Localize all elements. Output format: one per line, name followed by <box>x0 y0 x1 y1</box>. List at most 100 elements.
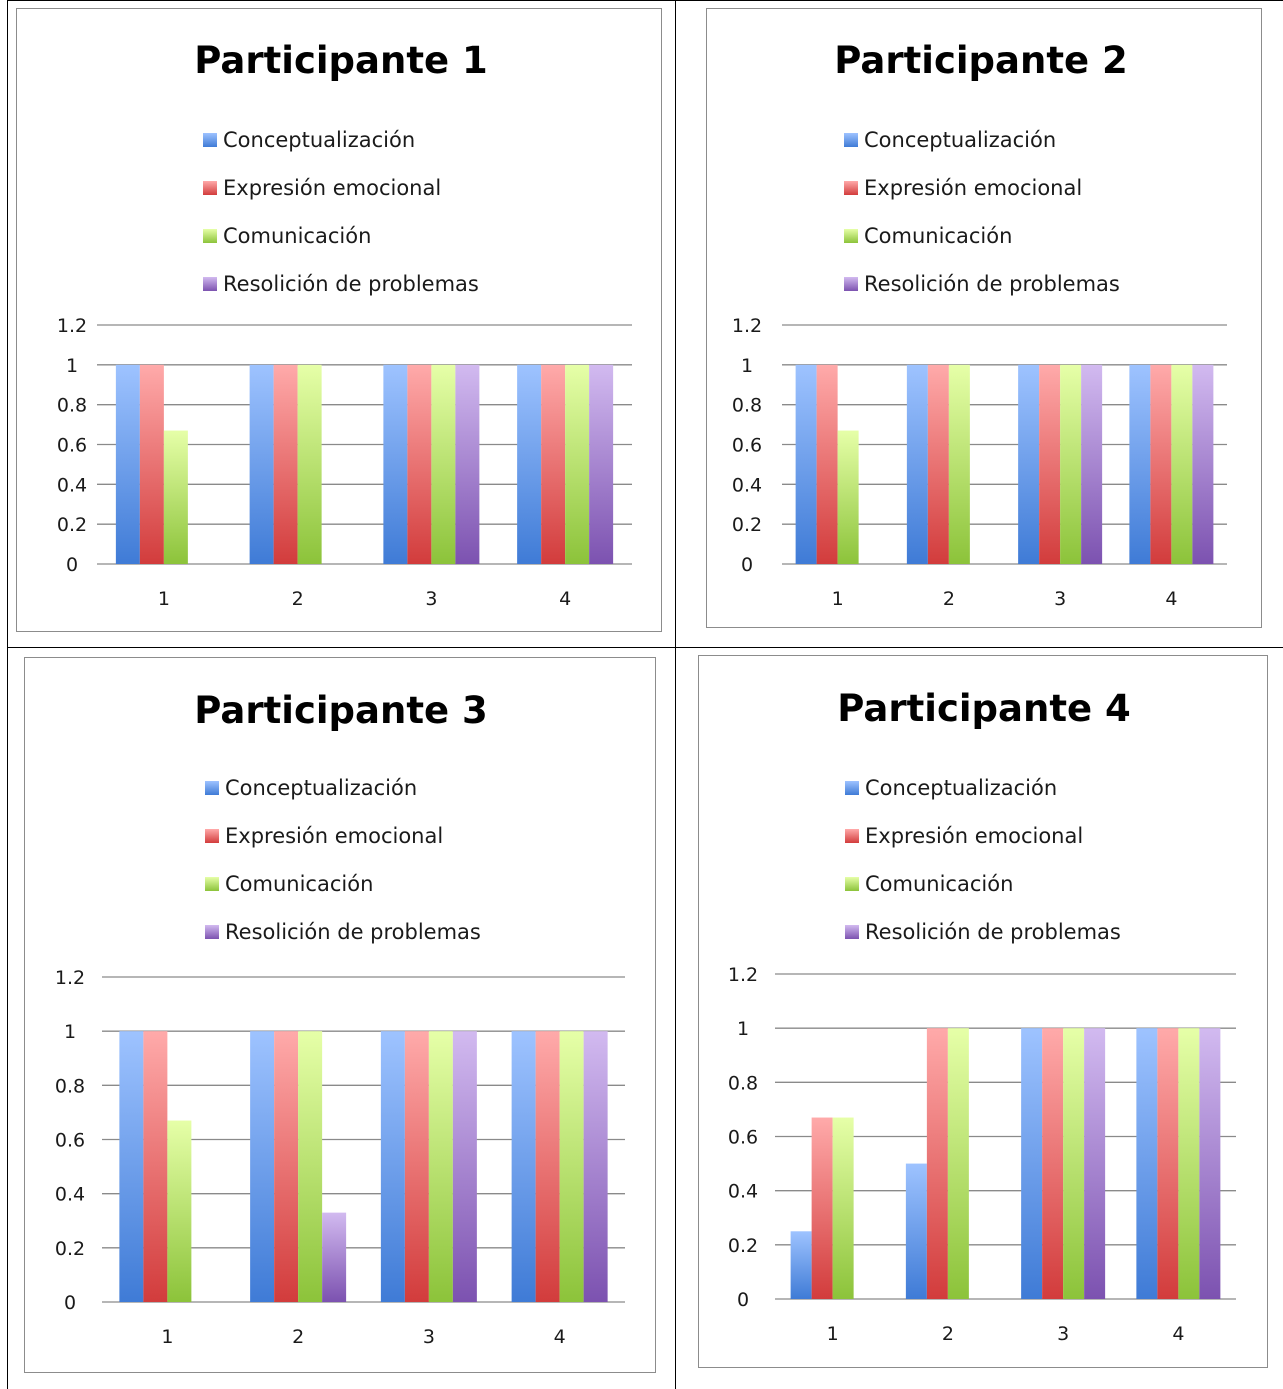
x-tick-label: 1 <box>161 1326 173 1348</box>
legend-swatch <box>844 277 858 291</box>
bar <box>250 1031 275 1302</box>
bar <box>1060 364 1082 564</box>
y-tick-label: 0.4 <box>732 474 762 496</box>
bar <box>1021 1028 1043 1299</box>
bar <box>1063 1028 1085 1299</box>
legend-label: Resolición de problemas <box>864 272 1120 296</box>
legend-swatch <box>203 133 217 147</box>
y-tick-label: 0.6 <box>728 1127 758 1149</box>
y-tick-label: 0 <box>66 554 78 576</box>
y-tick-label: 0.2 <box>55 1238 85 1260</box>
y-tick-label: 1 <box>64 1021 76 1043</box>
bar <box>139 364 164 564</box>
bar <box>1081 364 1103 564</box>
legend-swatch <box>844 181 858 195</box>
chart-svg: Participante 3 Conceptualización Expresión… <box>55 689 625 1348</box>
legend-label: Expresión emocional <box>223 176 441 200</box>
bar <box>1171 364 1193 564</box>
y-tick-label: 0.8 <box>728 1072 758 1094</box>
bar <box>322 1212 347 1302</box>
chart-svg: Participante 4 Conceptualización Expresión… <box>728 687 1236 1345</box>
chart-title: Participante 1 <box>194 39 488 82</box>
y-tick-label: 0.6 <box>732 435 762 457</box>
bar <box>455 364 480 564</box>
legend-swatch <box>844 133 858 147</box>
legend-swatch <box>845 781 859 795</box>
legend-swatch <box>845 925 859 939</box>
legend-label: Conceptualización <box>223 128 415 152</box>
bar <box>795 364 817 564</box>
bar <box>511 1031 536 1302</box>
bar <box>790 1231 812 1299</box>
legend-swatch <box>205 877 219 891</box>
chart-participante-3: Participante 3 Conceptualización Expresión… <box>24 657 656 1373</box>
y-tick-label: 1 <box>66 355 78 377</box>
x-tick-label: 4 <box>554 1326 566 1348</box>
legend-swatch <box>845 829 859 843</box>
bar <box>383 364 408 564</box>
chart-participante-4: Participante 4 Conceptualización Expresión… <box>698 655 1268 1368</box>
chart-title: Participante 2 <box>834 39 1128 82</box>
bar <box>1042 1028 1064 1299</box>
table-divider-vertical <box>675 0 676 1389</box>
chart-participante-1: Participante 1 Conceptualización Expresión… <box>16 8 662 632</box>
x-tick-label: 2 <box>942 1323 954 1345</box>
bar <box>1018 364 1040 564</box>
bar <box>1199 1028 1221 1299</box>
legend-swatch <box>205 829 219 843</box>
legend-label: Expresión emocional <box>865 824 1083 848</box>
bar <box>404 1031 429 1302</box>
y-tick-label: 0.2 <box>732 514 762 536</box>
x-tick-label: 4 <box>1172 1323 1184 1345</box>
y-tick-label: 0.2 <box>728 1235 758 1257</box>
bar <box>1136 1028 1158 1299</box>
y-tick-label: 0.2 <box>57 514 87 536</box>
x-tick-label: 3 <box>423 1326 435 1348</box>
legend-swatch <box>203 277 217 291</box>
y-tick-label: 1 <box>737 1018 749 1040</box>
bar <box>167 1120 192 1302</box>
y-tick-label: 0.4 <box>57 474 87 496</box>
bar <box>452 1031 477 1302</box>
bar <box>1192 364 1214 564</box>
legend-swatch <box>845 877 859 891</box>
x-tick-label: 3 <box>1057 1323 1069 1345</box>
bar <box>926 1028 948 1299</box>
legend-label: Conceptualización <box>865 776 1057 800</box>
y-tick-label: 1.2 <box>732 315 762 337</box>
legend-swatch <box>203 181 217 195</box>
y-tick-label: 1.2 <box>728 964 758 986</box>
legend-label: Comunicación <box>864 224 1012 248</box>
y-tick-label: 0.8 <box>55 1075 85 1097</box>
bar <box>1178 1028 1200 1299</box>
bar <box>565 364 590 564</box>
bar <box>1039 364 1061 564</box>
legend-label: Expresión emocional <box>864 176 1082 200</box>
bar <box>947 1028 969 1299</box>
bar <box>163 430 188 564</box>
bar <box>298 1031 323 1302</box>
bar <box>906 364 928 564</box>
bar <box>431 364 456 564</box>
y-tick-label: 1.2 <box>57 315 87 337</box>
x-tick-label: 2 <box>292 588 304 610</box>
x-tick-label: 4 <box>559 588 571 610</box>
legend-swatch <box>203 229 217 243</box>
bar <box>816 364 838 564</box>
x-tick-label: 2 <box>292 1326 304 1348</box>
legend-label: Comunicación <box>225 872 373 896</box>
legend-label: Conceptualización <box>864 128 1056 152</box>
y-tick-label: 0.4 <box>728 1181 758 1203</box>
legend-label: Resolición de problemas <box>865 920 1121 944</box>
x-tick-label: 1 <box>832 588 844 610</box>
y-tick-label: 0 <box>64 1292 76 1314</box>
bar <box>428 1031 453 1302</box>
legend-swatch <box>205 781 219 795</box>
bar <box>380 1031 405 1302</box>
y-tick-label: 1 <box>741 355 753 377</box>
x-tick-label: 3 <box>1054 588 1066 610</box>
bar <box>273 364 298 564</box>
bar <box>249 364 274 564</box>
chart-title: Participante 4 <box>837 687 1131 730</box>
y-tick-label: 0 <box>741 554 753 576</box>
